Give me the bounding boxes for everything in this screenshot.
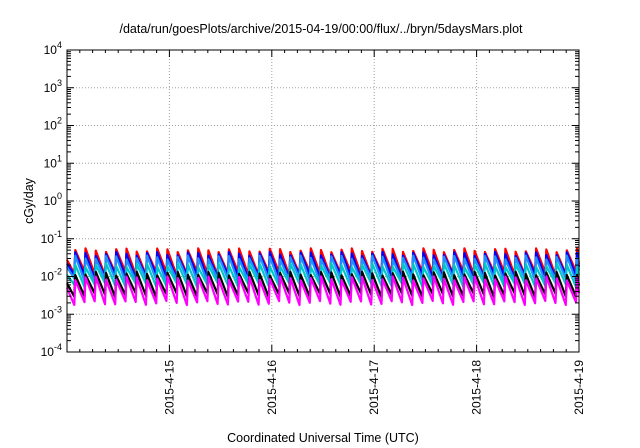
y-axis-label: cGy/day (22, 177, 36, 224)
series-line (66, 270, 581, 299)
series-line (65, 275, 581, 307)
y-tick-label: 100 (44, 191, 62, 208)
y-tick-label: 10-3 (41, 304, 62, 321)
chart-title: /data/run/goesPlots/archive/2015-04-19/0… (119, 22, 523, 36)
y-tick-label: 103 (44, 78, 62, 95)
series-group (65, 247, 581, 307)
y-tick-label: 102 (44, 116, 62, 133)
y-tick-label: 10-1 (41, 229, 62, 246)
x-tick-label: 2015-4-18 (470, 360, 484, 415)
x-axis-label: Coordinated Universal Time (UTC) (227, 431, 419, 445)
y-tick-label: 10-4 (41, 342, 62, 359)
x-tick-label: 2015-4-15 (162, 360, 176, 415)
y-tick-label: 104 (44, 40, 62, 57)
y-tick-label: 10-2 (41, 267, 62, 284)
y-tick-label: 101 (44, 153, 62, 170)
x-tick-label: 2015-4-17 (367, 360, 381, 415)
series-line (66, 262, 581, 289)
x-tick-label: 2015-4-19 (572, 360, 586, 415)
x-tick-label: 2015-4-16 (265, 360, 279, 415)
series-line (66, 250, 581, 280)
grid-lines (67, 50, 579, 352)
x-axis-ticks: 2015-4-15 2015-4-16 2015-4-17 2015-4-18 2015… (79, 50, 586, 415)
series-line (66, 254, 581, 284)
